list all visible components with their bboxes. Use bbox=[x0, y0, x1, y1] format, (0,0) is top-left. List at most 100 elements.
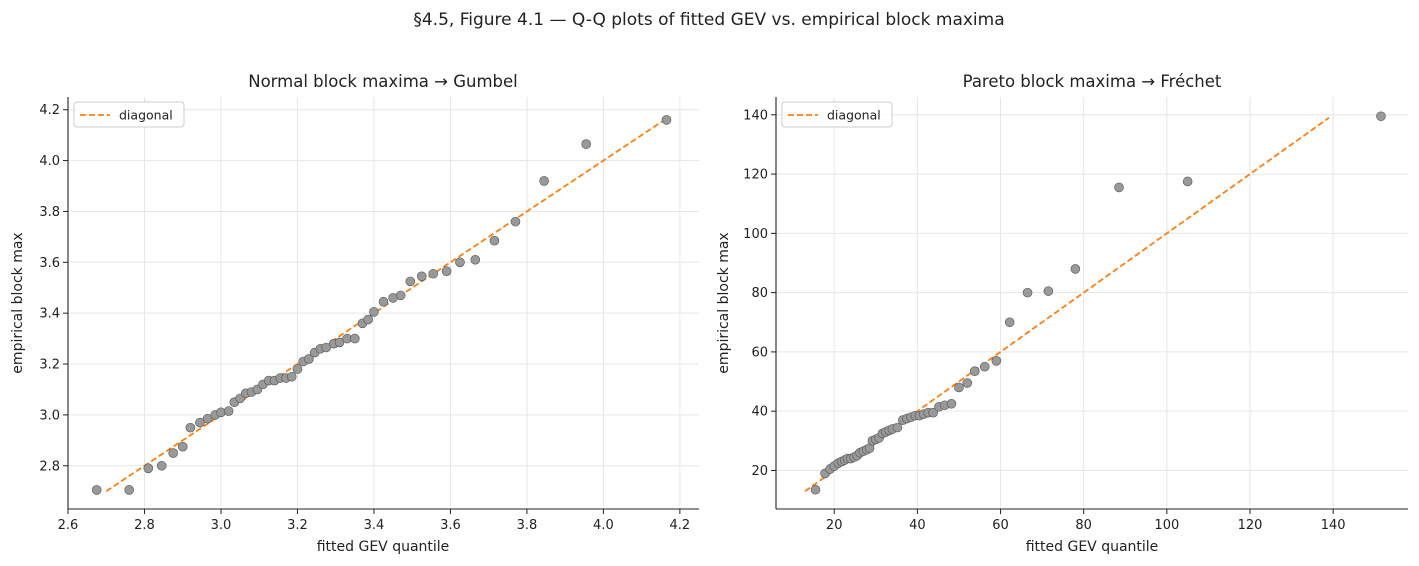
panel-right: Pareto block maxima → Fréchet 20 40 60 80 10… bbox=[716, 72, 1408, 555]
panel-right-data-point bbox=[979, 361, 990, 372]
panel-left-y-tick-label: 4.2 bbox=[39, 103, 60, 118]
panel-right-data-point bbox=[1114, 182, 1124, 193]
panel-right-y-axis-label: empirical block max bbox=[716, 232, 732, 373]
panel-left-y-axis-label: empirical block max bbox=[10, 232, 26, 373]
panel-right-y-tick-label: 80 bbox=[751, 286, 768, 301]
panel-left-data-point bbox=[91, 485, 102, 495]
panel-right-y-tick-label: 20 bbox=[751, 464, 768, 479]
panel-left-data-point bbox=[286, 371, 297, 382]
panel-left-legend-frame bbox=[73, 101, 185, 128]
panel-left: Normal block maxima → Gumbel 2.6 2.8 3.0 3.… bbox=[10, 72, 699, 555]
panel-left-x-tick-label: 3.2 bbox=[287, 518, 308, 533]
panel-right-y-tick-label: 40 bbox=[751, 405, 768, 420]
panel-left-data-point bbox=[156, 460, 167, 471]
panel-left-data-point bbox=[405, 276, 416, 287]
panel-right-y-tick-label: 120 bbox=[743, 168, 768, 183]
panel-left-data-point bbox=[455, 257, 465, 268]
panel-left-y-tick-label: 3.4 bbox=[39, 307, 60, 322]
panel-left-y-tick-label: 3.0 bbox=[39, 408, 60, 423]
panel-right-data-point bbox=[969, 366, 980, 376]
panel-right-data-point bbox=[892, 422, 903, 433]
panel-left-data-point bbox=[195, 417, 205, 428]
panel-left-data-point bbox=[661, 115, 672, 125]
panel-left-data-point bbox=[202, 413, 213, 424]
panel-left-data-point bbox=[363, 314, 374, 325]
panel-right-data-point bbox=[1004, 317, 1015, 328]
panel-left-data-point bbox=[124, 485, 134, 495]
panel-right-data-point bbox=[928, 407, 938, 418]
panel-right-x-tick-label: 80 bbox=[1075, 518, 1092, 533]
panel-right-data-point bbox=[962, 378, 973, 388]
panel-left-x-tick-label: 3.8 bbox=[517, 518, 538, 533]
panel-right-x-axis-label: fitted GEV quantile bbox=[1026, 539, 1159, 555]
panel-right-x-tick-label: 120 bbox=[1238, 518, 1263, 533]
panel-left-data-point bbox=[539, 176, 549, 186]
panel-left-x-tick-label: 3.4 bbox=[364, 518, 385, 533]
panel-left-legend: diagonal bbox=[73, 101, 185, 128]
panel-right-data-point bbox=[1043, 286, 1054, 296]
panel-left-data-point bbox=[510, 216, 521, 227]
panel-right-x-ticks: 20 40 60 80 100 120 140 bbox=[826, 509, 1346, 533]
panel-right-x-tick-label: 140 bbox=[1321, 518, 1346, 533]
panel-left-y-tick-label: 3.2 bbox=[39, 358, 60, 373]
panel-right-data-point bbox=[1022, 287, 1033, 298]
panel-left-data-point bbox=[334, 337, 345, 348]
panel-right-legend: diagonal bbox=[781, 101, 893, 128]
panel-right-x-tick-label: 60 bbox=[992, 518, 1009, 533]
panel-right-grid bbox=[776, 97, 1408, 509]
panel-left-data-point bbox=[168, 448, 178, 458]
panel-left-y-ticks: 2.8 3.0 3.2 3.4 3.6 3.8 4.0 4.2 bbox=[39, 103, 68, 474]
panel-left-x-tick-label: 3.0 bbox=[211, 518, 232, 533]
panel-left-title: Normal block maxima → Gumbel bbox=[248, 72, 518, 91]
panel-left-y-tick-label: 4.0 bbox=[39, 154, 60, 169]
panel-right-x-tick-label: 40 bbox=[909, 518, 926, 533]
panel-left-x-tick-label: 2.6 bbox=[58, 518, 79, 533]
panel-left-x-ticks: 2.6 2.8 3.0 3.2 3.4 3.6 3.8 4.0 4.2 bbox=[58, 509, 691, 533]
panel-right-diagonal-line bbox=[804, 117, 1330, 492]
panel-right-y-tick-label: 140 bbox=[743, 108, 768, 123]
panel-left-x-tick-label: 2.8 bbox=[134, 518, 155, 533]
panel-left-legend-label: diagonal bbox=[119, 108, 173, 123]
panel-left-data-point bbox=[428, 268, 439, 279]
panel-right-data-point bbox=[1070, 264, 1081, 274]
panel-right-x-tick-label: 20 bbox=[826, 518, 843, 533]
panel-right-data-point bbox=[1182, 176, 1193, 187]
panel-right-y-tick-label: 100 bbox=[743, 227, 768, 242]
panel-right-data-point bbox=[810, 484, 821, 495]
panel-left-x-tick-label: 4.0 bbox=[593, 518, 614, 533]
panel-left-data-point bbox=[177, 441, 188, 452]
panel-right-y-tick-label: 60 bbox=[751, 345, 768, 360]
panel-left-data-point bbox=[395, 290, 406, 301]
panel-right-data-point bbox=[954, 382, 964, 393]
panel-right-data-point bbox=[946, 398, 957, 409]
figure-suptitle: §4.5, Figure 4.1 — Q-Q plots of fitted G… bbox=[413, 10, 1004, 30]
panel-right-legend-frame bbox=[781, 101, 893, 128]
panel-left-grid bbox=[67, 97, 699, 509]
panel-left-y-tick-label: 3.8 bbox=[39, 205, 60, 220]
panel-left-data-point bbox=[321, 342, 331, 353]
panel-right-data-point bbox=[991, 355, 1002, 366]
panel-right-points bbox=[810, 111, 1386, 495]
panel-right-x-tick-label: 100 bbox=[1154, 518, 1179, 533]
panel-left-y-tick-label: 3.6 bbox=[39, 256, 60, 271]
panel-left-x-tick-label: 4.2 bbox=[670, 518, 691, 533]
panel-right-y-ticks: 20 40 60 80 100 120 140 bbox=[743, 108, 776, 479]
panel-left-data-point bbox=[292, 364, 303, 374]
panel-left-data-point bbox=[185, 422, 196, 433]
panel-left-data-point bbox=[416, 271, 427, 282]
panel-left-data-point bbox=[369, 307, 379, 317]
panel-left-points bbox=[91, 115, 672, 495]
panel-right-data-point bbox=[1376, 111, 1386, 122]
panel-left-data-point bbox=[350, 333, 360, 344]
panel-left-data-point bbox=[441, 266, 452, 277]
panel-left-data-point bbox=[489, 235, 500, 246]
panel-left-data-point bbox=[223, 406, 234, 416]
panel-left-data-point bbox=[143, 463, 154, 474]
panel-left-data-point bbox=[470, 254, 481, 265]
panel-left-x-axis-label: fitted GEV quantile bbox=[317, 539, 450, 555]
panel-right-legend-label: diagonal bbox=[827, 108, 881, 123]
panel-left-data-point bbox=[378, 296, 389, 307]
panel-left-data-point bbox=[304, 354, 314, 364]
panel-left-y-tick-label: 2.8 bbox=[39, 459, 60, 474]
